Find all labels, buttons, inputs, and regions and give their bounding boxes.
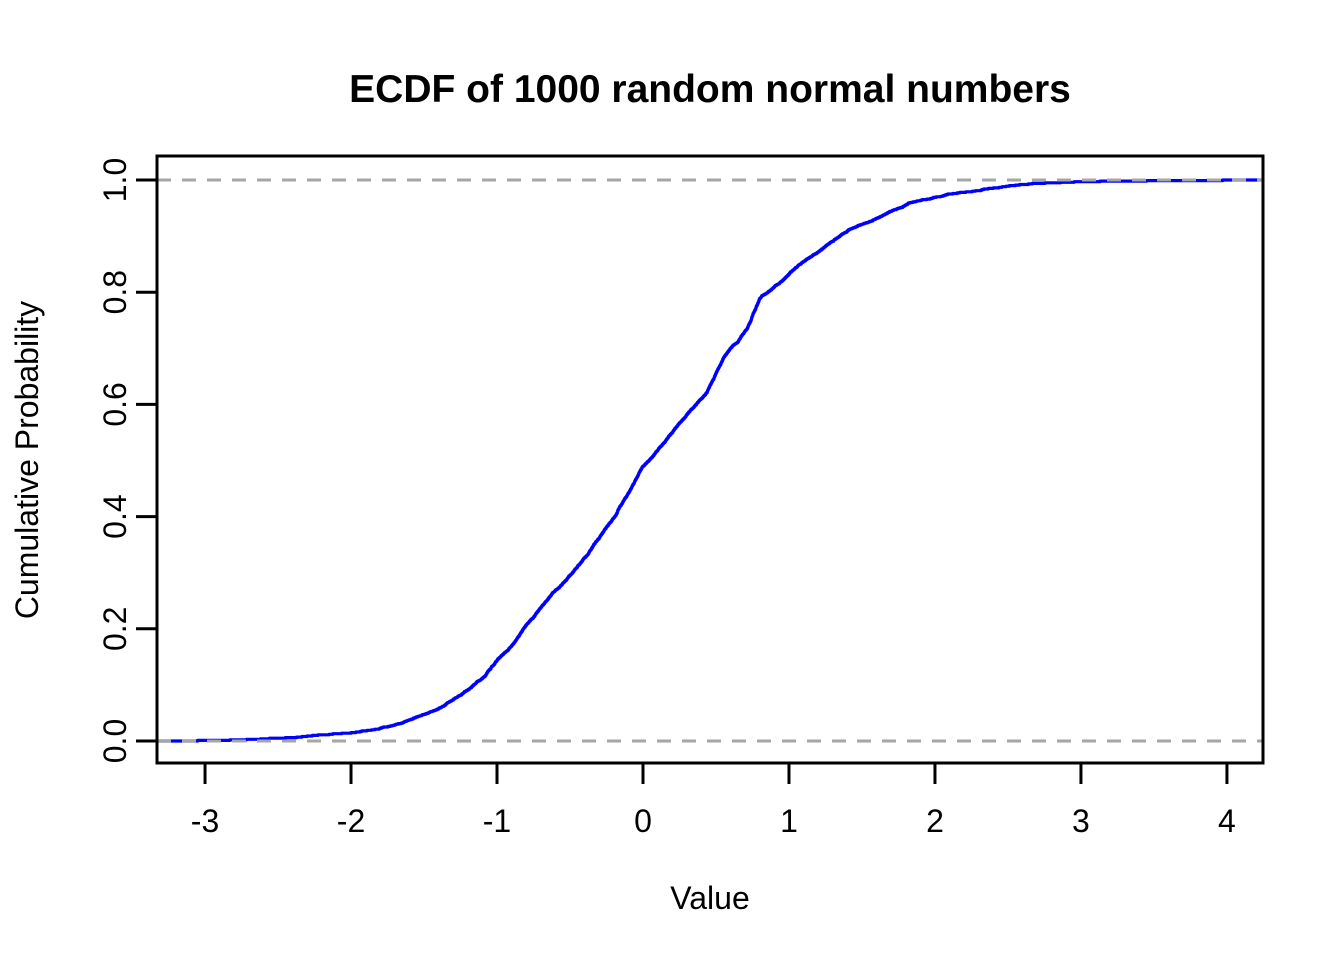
x-tick-label: -3 (191, 803, 219, 839)
y-tick-label: 0.2 (97, 607, 133, 651)
x-tick-label: 4 (1218, 803, 1236, 839)
x-tick-label: 3 (1072, 803, 1090, 839)
axes-layer: -3 -2 -1 0 1 2 3 4 0.0 0.2 0.4 0.6 0.8 1.0 (97, 158, 1236, 839)
y-axis-label: Cumulative Probability (9, 301, 45, 619)
y-tick-label: 0.4 (97, 494, 133, 538)
chart-title: ECDF of 1000 random normal numbers (349, 68, 1071, 111)
plot-border (155, 154, 1265, 765)
ecdf-curve-path (155, 178, 1265, 743)
y-tick-label: 0.6 (97, 382, 133, 426)
ecdf-curve-layer (155, 178, 1265, 743)
x-axis-label: Value (670, 880, 749, 916)
y-tick-label: 1.0 (97, 158, 133, 202)
x-tick-label: -1 (483, 803, 511, 839)
x-tick-label: -2 (337, 803, 365, 839)
y-tick-label: 0.8 (97, 270, 133, 314)
reference-lines-layer (157, 178, 1263, 743)
x-tick-label: 0 (634, 803, 652, 839)
x-tick-label: 2 (926, 803, 944, 839)
y-tick-label: 0.0 (97, 719, 133, 763)
x-tick-label: 1 (780, 803, 798, 839)
